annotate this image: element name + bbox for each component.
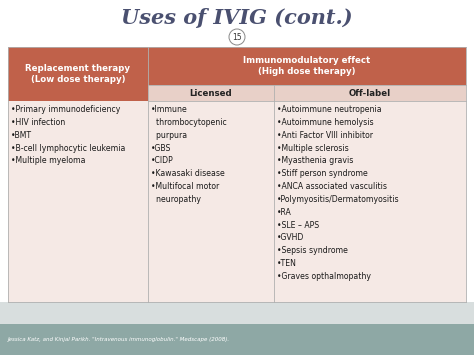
Bar — [273, 101, 466, 302]
Text: Uses of IVIG (cont.): Uses of IVIG (cont.) — [121, 8, 353, 28]
Text: 15: 15 — [232, 33, 242, 42]
Text: Replacement therapy
(Low dose therapy): Replacement therapy (Low dose therapy) — [25, 64, 130, 84]
Bar — [148, 85, 273, 101]
Bar — [0, 324, 474, 355]
Bar — [148, 47, 466, 85]
Bar — [148, 101, 273, 302]
Bar — [0, 302, 474, 324]
Bar — [273, 85, 466, 101]
Circle shape — [229, 29, 245, 45]
Text: •Immune
  thrombocytopenic
  purpura
•GBS
•CIDP
•Kawasaki disease
•Multifocal mo: •Immune thrombocytopenic purpura •GBS •C… — [151, 105, 227, 204]
Text: Immunomodulatory effect
(High dose therapy): Immunomodulatory effect (High dose thera… — [243, 56, 371, 76]
Bar — [8, 101, 148, 302]
Text: Jessica Katz, and Kinjal Parikh. "Intravenous immunoglobulin." Medscape (2008).: Jessica Katz, and Kinjal Parikh. "Intrav… — [8, 337, 230, 342]
Bar — [8, 47, 148, 101]
Text: Off-label: Off-label — [349, 88, 391, 98]
Text: Licensed: Licensed — [189, 88, 232, 98]
Text: •Primary immunodeficiency
•HIV infection
•BMT
•B-cell lymphocytic leukemia
•Mult: •Primary immunodeficiency •HIV infection… — [11, 105, 126, 165]
Text: •Autoimmune neutropenia
•Autoimmune hemolysis
•Anti Factor VIII inhibitor
•Multi: •Autoimmune neutropenia •Autoimmune hemo… — [277, 105, 399, 281]
